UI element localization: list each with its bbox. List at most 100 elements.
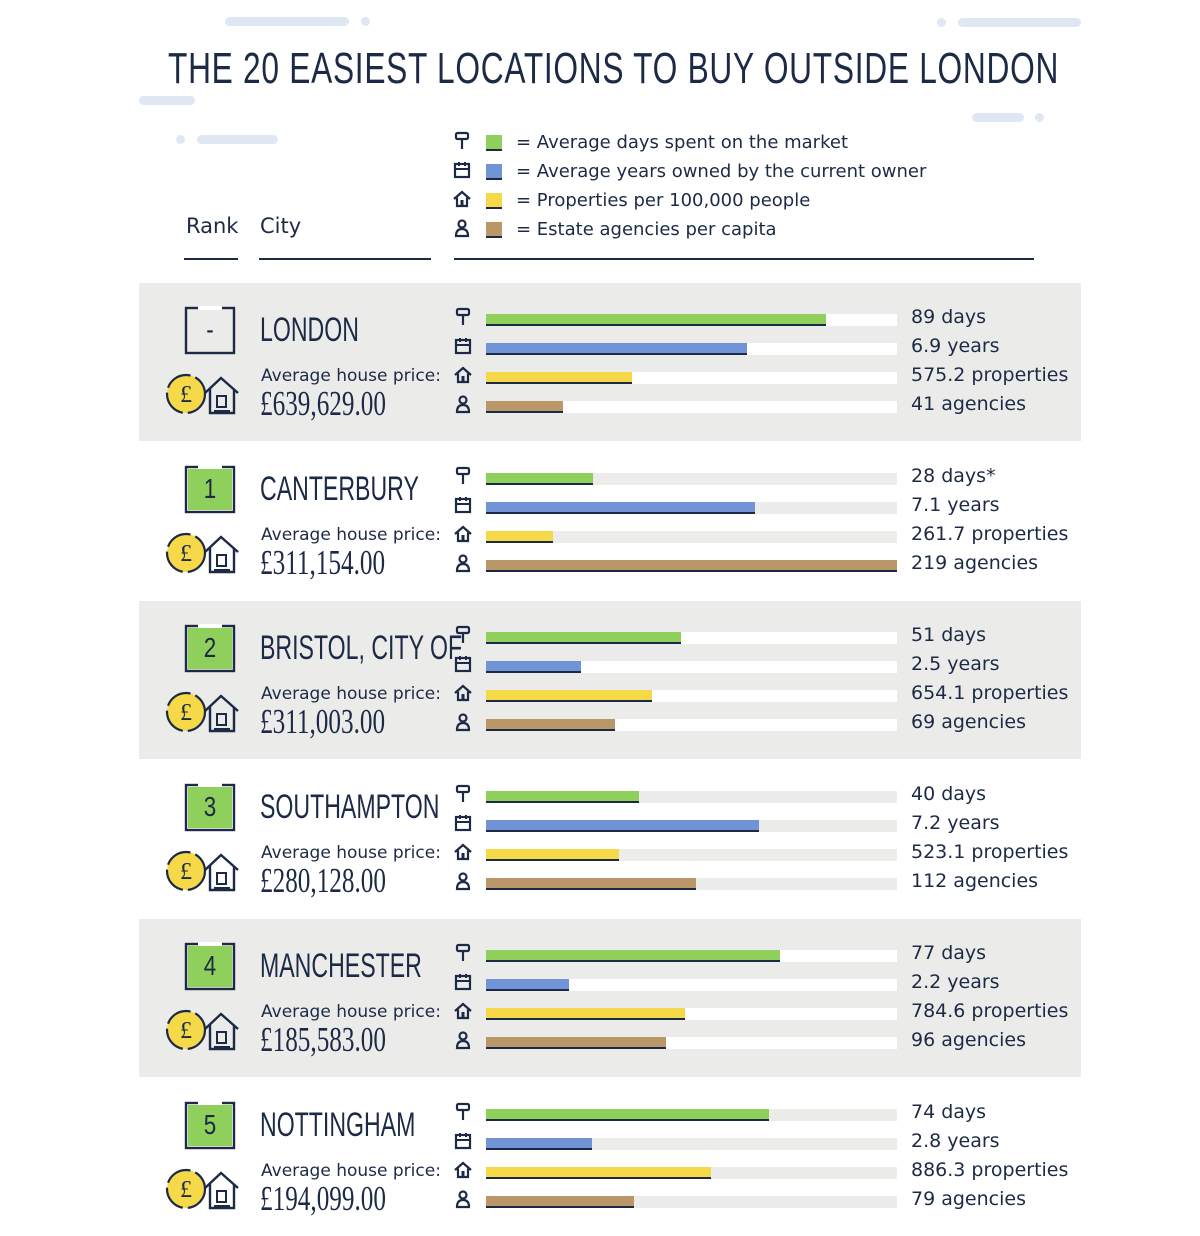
calendar-icon: [453, 336, 475, 358]
pound-house-icon: £: [165, 687, 241, 737]
rank-number: 2: [203, 632, 217, 663]
city-row: 3 £ SOUTHAMPTON Average house price: £280,12…: [139, 760, 1081, 918]
legend-item: = Properties per 100,000 people: [452, 186, 926, 215]
bar: [486, 878, 696, 890]
value-label: 41 agencies: [911, 393, 1026, 415]
person-icon: [453, 712, 475, 734]
bar-track: [486, 791, 897, 803]
bar-track: [486, 719, 897, 731]
bar-track: [486, 473, 897, 485]
city-header: City: [260, 214, 302, 238]
bar: [486, 1037, 666, 1049]
rank-number: 3: [203, 791, 217, 822]
metric-bar-row: [453, 1160, 913, 1184]
bar-track: [486, 1138, 897, 1150]
house-icon: [453, 683, 475, 705]
rank-badge: -: [184, 305, 236, 355]
bar: [486, 849, 619, 861]
decor-dash: [958, 18, 1081, 27]
value-label: 219 agencies: [911, 552, 1039, 574]
calendar-icon: [453, 972, 475, 994]
metric-bar-row: [453, 307, 913, 331]
person-icon: [452, 218, 472, 242]
signpost-icon: [453, 784, 475, 806]
value-label: 28 days*: [911, 465, 996, 487]
avg-price-label: Average house price:: [261, 1161, 441, 1181]
decor-dash: [225, 17, 349, 26]
svg-text:£: £: [180, 700, 192, 726]
svg-text:£: £: [180, 1177, 192, 1203]
city-name: NOTTINGHAM: [260, 1106, 416, 1144]
bar-track: [486, 950, 897, 962]
bar-track: [486, 343, 897, 355]
value-label: 784.6 properties: [911, 1000, 1069, 1022]
bar-track: [486, 1037, 897, 1049]
calendar-icon: [453, 813, 475, 835]
bar-track: [486, 560, 897, 572]
metric-bar-row: [453, 871, 913, 895]
bar: [486, 979, 569, 991]
metric-bar-row: [453, 1001, 913, 1025]
legend-label: = Estate agencies per capita: [516, 219, 777, 240]
city-row: 4 £ MANCHESTER Average house price: £185,583…: [139, 919, 1081, 1077]
bar: [486, 661, 581, 673]
value-label: 69 agencies: [911, 711, 1026, 733]
svg-text:£: £: [180, 382, 192, 408]
svg-text:£: £: [180, 859, 192, 885]
bar: [486, 820, 759, 832]
bar-track: [486, 820, 897, 832]
bar-track: [486, 502, 897, 514]
bar-track: [486, 401, 897, 413]
bar: [486, 401, 563, 413]
avg-house-price: £185,583.00: [260, 1020, 386, 1059]
city-row: - £ LONDON Average house price: £639,629.00 8…: [139, 283, 1081, 441]
bar: [486, 372, 632, 384]
legend-swatch: [486, 163, 502, 180]
value-label: 2.5 years: [911, 653, 1000, 675]
metric-bar-row: [453, 712, 913, 736]
bar: [486, 1167, 711, 1179]
avg-house-price: £639,629.00: [260, 384, 386, 423]
bar: [486, 950, 780, 962]
metric-bar-row: [453, 784, 913, 808]
bar-track: [486, 531, 897, 543]
bar: [486, 791, 639, 803]
rank-badge: 3: [184, 782, 236, 832]
signpost-icon: [453, 307, 475, 329]
avg-price-label: Average house price:: [261, 843, 441, 863]
rank-badge: 5: [184, 1100, 236, 1150]
metric-bar-row: [453, 813, 913, 837]
bar-track: [486, 849, 897, 861]
legend-item: = Average days spent on the market: [452, 128, 926, 157]
chart-title: THE 20 EASIEST LOCATIONS TO BUY OUTSIDE …: [167, 44, 1060, 93]
avg-price-label: Average house price:: [261, 684, 441, 704]
calendar-icon: [453, 495, 475, 517]
bar-track: [486, 632, 897, 644]
metric-bar-row: [453, 1102, 913, 1126]
avg-house-price: £311,154.00: [260, 543, 386, 582]
city-row: 1 £ CANTERBURY Average house price: £311,154…: [139, 442, 1081, 600]
city-name: SOUTHAMPTON: [260, 788, 440, 826]
pound-house-icon: £: [165, 1005, 241, 1055]
rank-badge: 4: [184, 941, 236, 991]
metric-bar-row: [453, 553, 913, 577]
value-label: 7.1 years: [911, 494, 1000, 516]
metric-bar-row: [453, 1030, 913, 1054]
decor-dot: [937, 18, 946, 27]
value-label: 74 days: [911, 1101, 987, 1123]
bar-track: [486, 878, 897, 890]
bar: [486, 1196, 634, 1208]
bar-track: [486, 372, 897, 384]
rank-number: 4: [203, 950, 217, 981]
rank-badge: 2: [184, 623, 236, 673]
svg-text:£: £: [180, 1018, 192, 1044]
legend-item: = Average years owned by the current own…: [452, 157, 926, 186]
decor-dot: [361, 17, 370, 26]
bar: [486, 719, 615, 731]
person-icon: [453, 394, 475, 416]
metric-bar-row: [453, 524, 913, 548]
rank-number: 5: [203, 1109, 217, 1140]
value-label: 112 agencies: [911, 870, 1039, 892]
value-label: 575.2 properties: [911, 364, 1069, 386]
legend-label: = Average days spent on the market: [516, 132, 848, 153]
